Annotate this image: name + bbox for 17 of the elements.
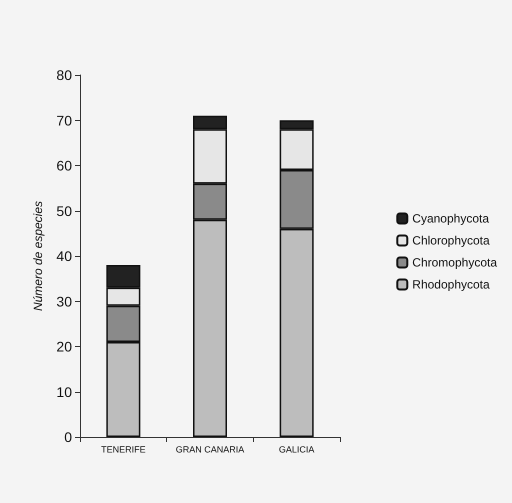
y-tick-label: 20: [56, 338, 72, 354]
legend-label: Rhodophycota: [412, 278, 490, 292]
legend-label: Chlorophycota: [412, 234, 490, 248]
x-tick-label: GALICIA: [278, 444, 314, 454]
y-tick-label: 70: [56, 112, 72, 128]
y-tick-label: 80: [56, 67, 72, 83]
x-tick-label: TENERIFE: [101, 444, 146, 454]
y-tick-label: 10: [56, 384, 72, 400]
y-axis-title: Número de especies: [31, 200, 45, 312]
y-tick-label: 50: [56, 202, 72, 219]
legend-label: Cyanophycota: [412, 212, 490, 226]
y-tick-label: 40: [56, 248, 72, 264]
x-tick-label: GRAN CANARIA: [176, 444, 244, 454]
y-tick-label: 30: [56, 293, 72, 310]
y-tick-label: 0: [64, 429, 72, 445]
y-tick-label: 60: [56, 158, 72, 174]
legend-label: Chromophycota: [412, 256, 498, 270]
